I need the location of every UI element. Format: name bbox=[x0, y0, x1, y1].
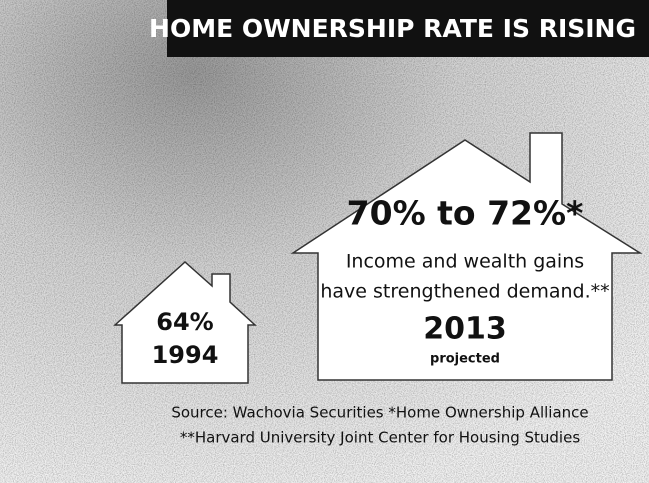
large-house bbox=[290, 132, 643, 381]
rate-1994: 64% bbox=[156, 308, 213, 336]
rate-2013: 70% to 72%* bbox=[347, 194, 584, 233]
small-house bbox=[113, 260, 257, 384]
title-bar bbox=[167, 0, 649, 57]
source-line: Source: Wachovia Securities *Home Owners… bbox=[171, 404, 588, 422]
source-line: **Harvard University Joint Center for Ho… bbox=[180, 429, 580, 447]
title: HOME OWNERSHIP RATE IS RISING bbox=[149, 14, 636, 43]
description-line: Income and wealth gains bbox=[346, 251, 584, 273]
description-line: have strengthened demand.** bbox=[320, 281, 609, 303]
projected-note: projected bbox=[430, 352, 500, 367]
year-2013: 2013 bbox=[423, 312, 507, 347]
year-1994: 1994 bbox=[152, 341, 219, 369]
